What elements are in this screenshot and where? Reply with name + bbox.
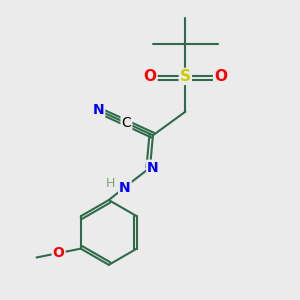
Text: H: H (106, 177, 115, 190)
Text: O: O (53, 246, 64, 260)
Text: O: O (214, 69, 227, 84)
Text: C: C (122, 116, 131, 130)
Text: N: N (147, 161, 159, 175)
Text: N: N (93, 103, 104, 117)
Text: N: N (119, 181, 131, 195)
Text: O: O (143, 69, 157, 84)
Text: S: S (180, 69, 191, 84)
